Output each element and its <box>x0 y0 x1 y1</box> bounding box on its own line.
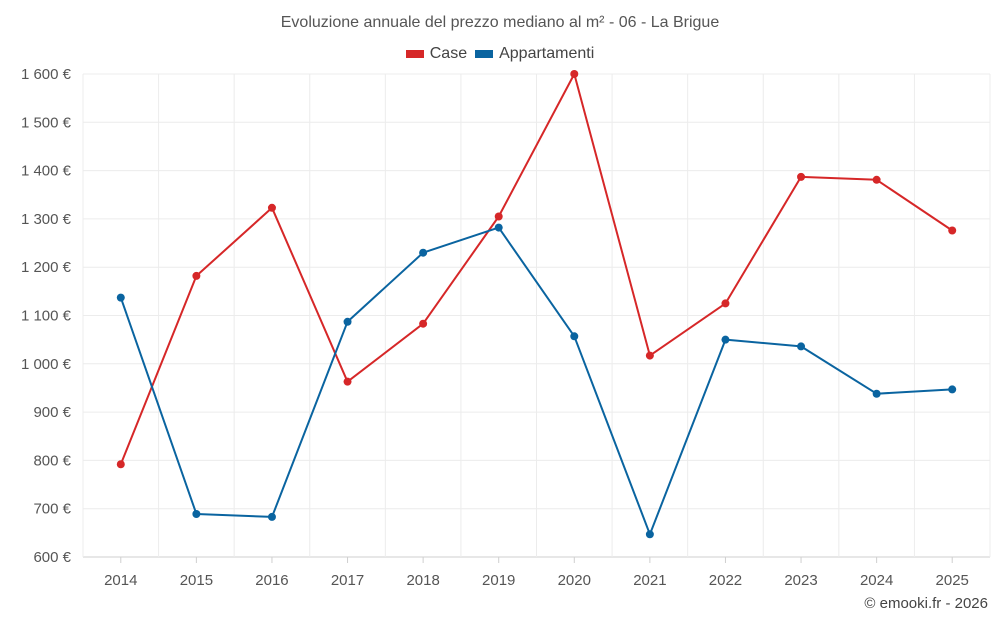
legend-swatch-case <box>405 50 424 58</box>
data-point-appartamenti[interactable] <box>343 317 352 326</box>
series-line-appartamenti <box>119 226 953 536</box>
data-point-case[interactable] <box>872 175 881 184</box>
data-point-appartamenti[interactable] <box>192 510 201 519</box>
data-point-case[interactable] <box>948 226 957 235</box>
series-layer <box>116 70 957 539</box>
data-point-case[interactable] <box>267 203 276 212</box>
x-tick-label: 2023 <box>784 572 817 589</box>
data-point-case[interactable] <box>570 70 579 78</box>
grid-layer <box>82 73 991 558</box>
legend-item-case[interactable]: Case <box>405 45 468 63</box>
data-point-appartamenti[interactable] <box>721 335 730 344</box>
x-tick-label: 2020 <box>558 572 591 589</box>
data-point-case[interactable] <box>116 460 125 469</box>
x-tick-label: 2025 <box>936 572 969 589</box>
x-tick-label: 2014 <box>104 572 137 589</box>
data-point-case[interactable] <box>645 351 654 360</box>
y-tick-label: 1 600 € <box>21 66 72 83</box>
chart-title: Evoluzione annuale del prezzo mediano al… <box>280 14 720 31</box>
x-tick-label: 2024 <box>860 572 893 589</box>
legend-swatch-appartamenti <box>475 50 494 58</box>
legend-item-appartamenti[interactable]: Appartamenti <box>475 45 594 63</box>
data-point-appartamenti[interactable] <box>872 389 881 398</box>
copyright-text: © emooki.fr - 2026 <box>864 595 988 612</box>
data-point-case[interactable] <box>494 212 503 221</box>
x-tick-label: 2018 <box>406 572 439 589</box>
series-line-case <box>119 73 953 465</box>
y-tick-label: 1 400 € <box>21 163 72 180</box>
axis-layer: 600 € 700 € 800 € 900 € 1 000 € 1 100 € 1 200 … <box>21 66 969 589</box>
data-point-appartamenti[interactable] <box>570 332 579 341</box>
x-tick-label: 2021 <box>633 572 666 589</box>
data-point-appartamenti[interactable] <box>948 385 957 394</box>
data-point-case[interactable] <box>419 319 428 328</box>
data-point-case[interactable] <box>343 377 352 386</box>
chart-legend: Case Appartamenti <box>0 45 1000 63</box>
data-point-case[interactable] <box>192 271 201 280</box>
x-tick-label: 2022 <box>709 572 742 589</box>
y-tick-label: 1 000 € <box>21 356 72 373</box>
data-point-appartamenti[interactable] <box>494 223 503 232</box>
data-point-case[interactable] <box>721 299 730 308</box>
y-tick-label: 700 € <box>33 501 71 518</box>
legend-label-appartamenti: Appartamenti <box>499 45 595 62</box>
data-point-appartamenti[interactable] <box>419 248 428 257</box>
legend-label-case: Case <box>429 45 468 62</box>
y-tick-label: 1 500 € <box>21 114 72 131</box>
x-tick-label: 2017 <box>331 572 364 589</box>
data-point-appartamenti[interactable] <box>645 530 654 539</box>
x-tick-label: 2019 <box>482 572 515 589</box>
data-point-appartamenti[interactable] <box>797 342 806 351</box>
x-tick-label: 2015 <box>180 572 213 589</box>
data-point-case[interactable] <box>797 172 806 181</box>
x-tick-label: 2016 <box>255 572 288 589</box>
y-tick-label: 900 € <box>33 404 71 421</box>
y-tick-label: 600 € <box>33 549 71 566</box>
y-tick-label: 1 300 € <box>21 211 72 228</box>
y-tick-label: 1 100 € <box>21 308 72 325</box>
y-tick-label: 800 € <box>33 452 71 469</box>
data-point-appartamenti[interactable] <box>116 293 125 302</box>
data-point-appartamenti[interactable] <box>267 512 276 521</box>
y-tick-label: 1 200 € <box>21 259 72 276</box>
